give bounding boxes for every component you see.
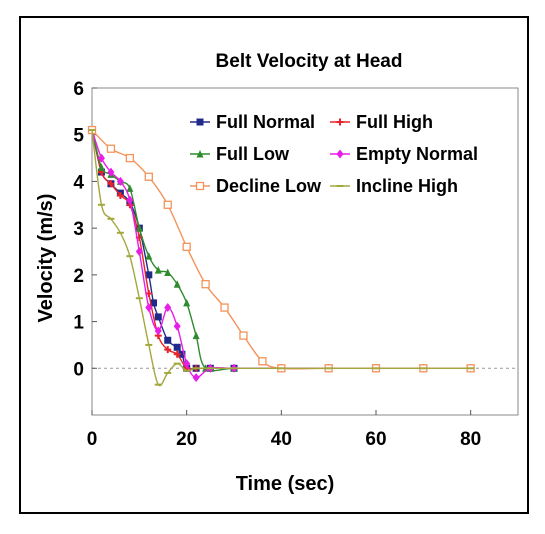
legend-label: Full Low [216,144,290,164]
data-point [192,331,200,340]
data-point [135,247,143,256]
legend-label: Incline High [356,176,458,196]
legend-swatch-marker [196,118,204,126]
x-tick-label: 20 [176,429,197,450]
plot-frame [91,87,519,416]
data-point [258,357,267,366]
y-tick-label: 0 [73,359,84,380]
legend-swatch-marker [195,181,205,191]
data-point [183,298,191,307]
legend-label: Full Normal [216,112,315,132]
x-tick-label: 0 [87,429,98,450]
data-point [164,268,172,277]
data-point [173,280,181,288]
data-point [107,180,115,188]
data-point [126,195,134,205]
y-tick-label: 2 [73,266,84,287]
legend-item: Empty Normal [330,144,478,164]
data-point [150,299,158,307]
data-point [145,252,153,260]
data-point [192,373,200,383]
data-point [116,191,124,199]
data-point [125,153,135,163]
legend-item: Full Low [190,144,290,164]
y-tick-label: 6 [73,79,84,100]
x-tick-label: 80 [460,429,481,450]
legend-label: Full High [356,112,433,132]
legend-label: Empty Normal [356,144,478,164]
legend-item: Full Normal [190,112,315,132]
y-tick-label: 4 [73,172,84,193]
y-axis-label: Velocity (m/s) [35,194,57,323]
legend-item: Full High [330,112,433,132]
data-point [164,346,172,354]
data-point [154,326,162,336]
chart-title: Belt Velocity at Head [216,51,403,72]
series-incline-high [88,129,475,387]
data-point [220,303,229,312]
data-point [173,350,181,358]
legend-swatch-marker [336,149,344,159]
data-point [154,266,162,274]
data-point [178,350,186,358]
x-axis-label: Time (sec) [236,473,335,495]
data-point [154,313,162,321]
y-tick-label: 3 [73,219,84,240]
legend-label: Decline Low [216,176,322,196]
data-point [163,200,172,209]
data-point [126,184,134,192]
data-point [97,153,105,163]
data-point [106,144,116,153]
data-point [173,343,181,351]
legend: Full Normal Full High Full Low Empty Normal… [190,112,478,196]
data-point [182,242,191,251]
data-point [183,359,191,369]
x-tick-label: 40 [271,429,292,450]
y-tick-label: 5 [73,126,84,147]
x-tick-label: 60 [365,429,386,450]
data-point [164,303,172,313]
data-point [144,172,153,181]
legend-swatch-marker [336,118,344,126]
data-point [164,336,172,344]
data-point [239,331,248,340]
legend-item: Decline Low [190,176,322,196]
data-point [145,271,153,279]
data-point [201,280,210,289]
data-point [173,321,181,331]
data-point [135,224,143,232]
y-tick-label: 1 [73,313,84,334]
legend-item: Incline High [330,176,458,196]
legend-swatch-marker [196,150,204,158]
data-point [145,303,153,313]
data-point [107,167,115,177]
data-point [97,163,105,171]
data-point [116,176,124,186]
